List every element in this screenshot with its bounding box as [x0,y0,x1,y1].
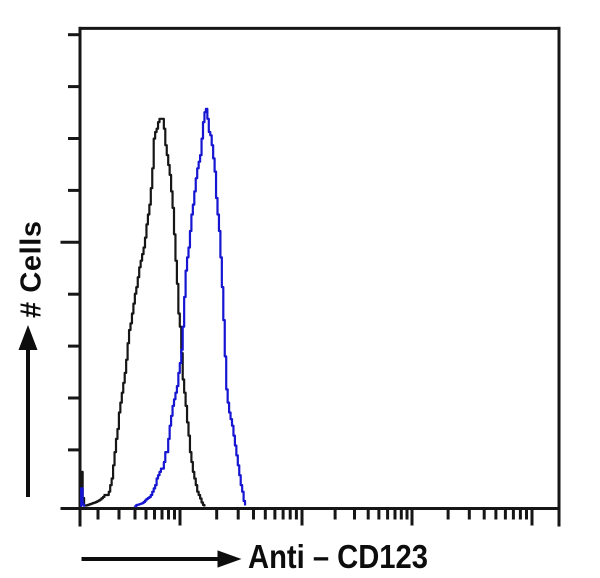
svg-text:Anti – CD123: Anti – CD123 [248,538,428,575]
svg-text:# Cells: # Cells [16,221,48,318]
